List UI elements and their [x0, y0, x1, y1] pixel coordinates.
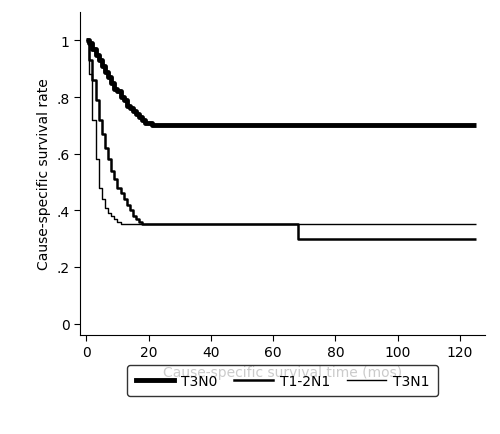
- Legend: T3N0, T1-2N1, T3N1: T3N0, T1-2N1, T3N1: [127, 365, 438, 396]
- Y-axis label: Cause-specific survival rate: Cause-specific survival rate: [37, 79, 51, 270]
- X-axis label: Cause-specific survival time (mos): Cause-specific survival time (mos): [163, 365, 402, 379]
